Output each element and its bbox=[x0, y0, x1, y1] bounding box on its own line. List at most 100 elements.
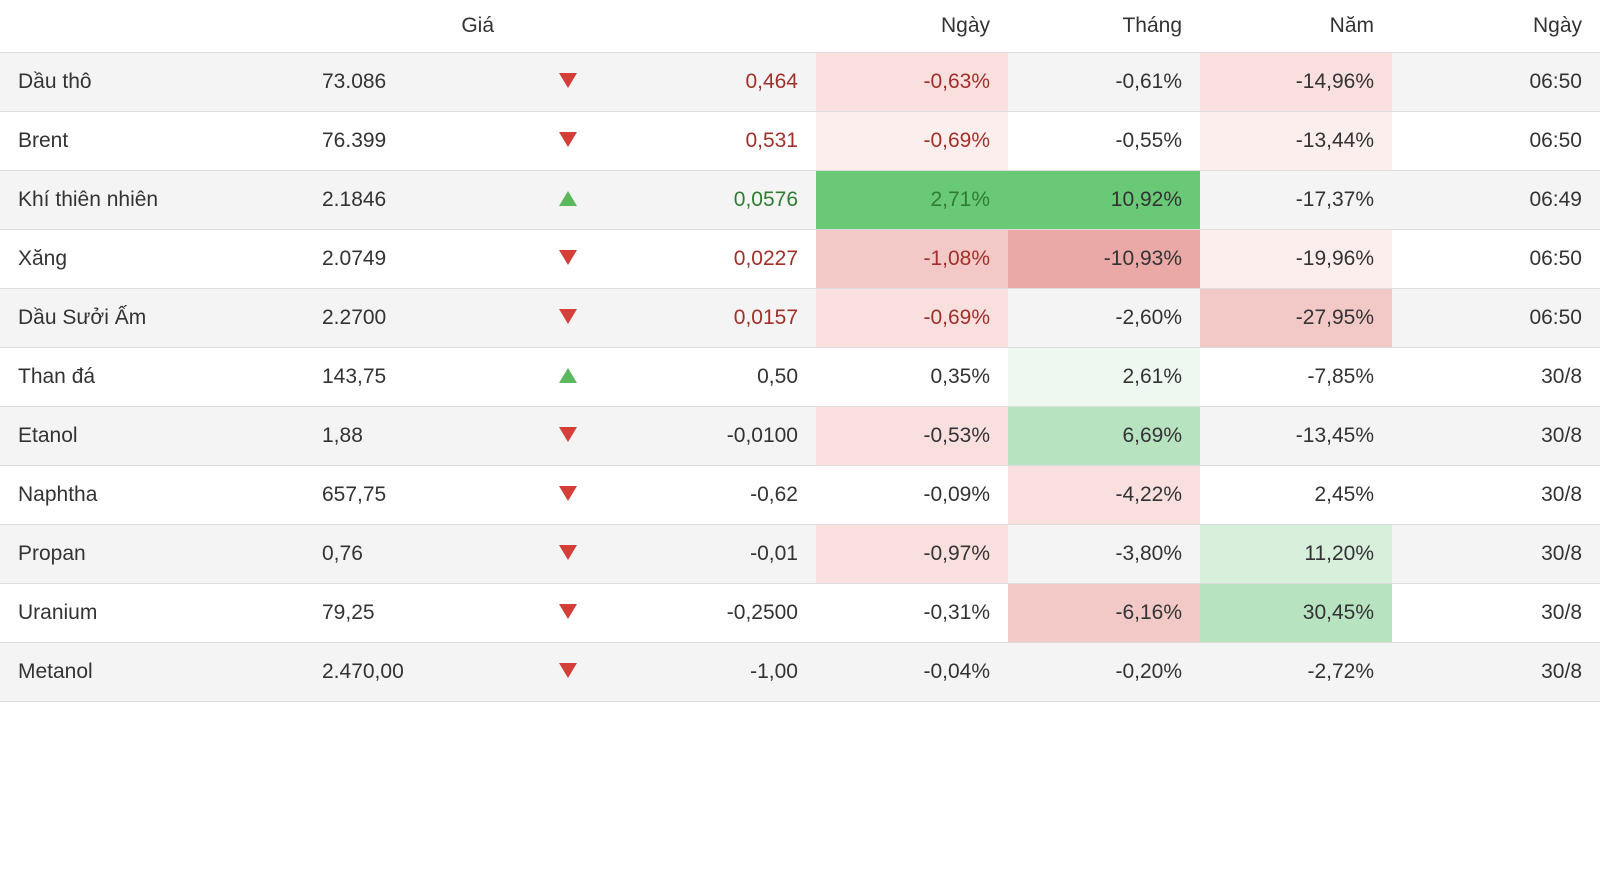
pct-month: 10,92% bbox=[1008, 171, 1200, 230]
pct-month: -0,55% bbox=[1008, 112, 1200, 171]
update-time: 30/8 bbox=[1392, 525, 1600, 584]
change-value: 0,0576 bbox=[624, 171, 816, 230]
change-value: 0,0227 bbox=[624, 230, 816, 289]
arrow-up-icon bbox=[512, 348, 624, 407]
change-value: 0,50 bbox=[624, 348, 816, 407]
pct-day: -0,69% bbox=[816, 112, 1008, 171]
pct-year: -19,96% bbox=[1200, 230, 1392, 289]
pct-day: -0,04% bbox=[816, 643, 1008, 702]
table-row[interactable]: Brent76.399 0,531-0,69%-0,55%-13,44%06:50 bbox=[0, 112, 1600, 171]
update-time: 06:50 bbox=[1392, 289, 1600, 348]
price-value: 2.1846 bbox=[304, 171, 512, 230]
change-value: 0,464 bbox=[624, 53, 816, 112]
arrow-down-icon bbox=[512, 289, 624, 348]
table-row[interactable]: Metanol2.470,00-1,00-0,04%-0,20%-2,72%30… bbox=[0, 643, 1600, 702]
change-value: 0,531 bbox=[624, 112, 816, 171]
change-value: -1,00 bbox=[624, 643, 816, 702]
price-value: 2.0749 bbox=[304, 230, 512, 289]
commodity-name[interactable]: Uranium bbox=[0, 584, 304, 643]
commodity-name[interactable]: Metanol bbox=[0, 643, 304, 702]
price-value: 76.399 bbox=[304, 112, 512, 171]
pct-year: -27,95% bbox=[1200, 289, 1392, 348]
update-time: 30/8 bbox=[1392, 348, 1600, 407]
pct-year: 2,45% bbox=[1200, 466, 1392, 525]
table-row[interactable]: Dầu Sưởi Ấm2.2700 0,0157-0,69%-2,60%-27,9… bbox=[0, 289, 1600, 348]
update-time: 06:50 bbox=[1392, 112, 1600, 171]
commodity-name[interactable]: Xăng bbox=[0, 230, 304, 289]
price-value: 143,75 bbox=[304, 348, 512, 407]
pct-day: -0,53% bbox=[816, 407, 1008, 466]
table-row[interactable]: Khí thiên nhiên2.1846 0,05762,71%10,92%-1… bbox=[0, 171, 1600, 230]
commodity-name[interactable]: Dầu Sưởi Ấm bbox=[0, 289, 304, 348]
change-value: -0,01 bbox=[624, 525, 816, 584]
price-value: 657,75 bbox=[304, 466, 512, 525]
change-value: 0,0157 bbox=[624, 289, 816, 348]
pct-day: -1,08% bbox=[816, 230, 1008, 289]
change-value: -0,2500 bbox=[624, 584, 816, 643]
pct-year: -13,45% bbox=[1200, 407, 1392, 466]
pct-month: -10,93% bbox=[1008, 230, 1200, 289]
update-time: 30/8 bbox=[1392, 584, 1600, 643]
pct-month: -4,22% bbox=[1008, 466, 1200, 525]
pct-year: 11,20% bbox=[1200, 525, 1392, 584]
update-time: 30/8 bbox=[1392, 407, 1600, 466]
pct-day: 2,71% bbox=[816, 171, 1008, 230]
pct-month: -3,80% bbox=[1008, 525, 1200, 584]
pct-day: -0,97% bbox=[816, 525, 1008, 584]
commodity-name[interactable]: Naphtha bbox=[0, 466, 304, 525]
table-row[interactable]: Dầu thô73.0860,464-0,63%-0,61%-14,96%06:… bbox=[0, 53, 1600, 112]
pct-month: -2,60% bbox=[1008, 289, 1200, 348]
price-value: 79,25 bbox=[304, 584, 512, 643]
commodity-name[interactable]: Brent bbox=[0, 112, 304, 171]
table-row[interactable]: Etanol1,88 -0,0100-0,53%6,69%-13,45%30/8 bbox=[0, 407, 1600, 466]
pct-month: -0,61% bbox=[1008, 53, 1200, 112]
table-row[interactable]: Xăng2.0749 0,0227-1,08%-10,93%-19,96%06:5… bbox=[0, 230, 1600, 289]
update-time: 06:49 bbox=[1392, 171, 1600, 230]
arrow-down-icon bbox=[512, 525, 624, 584]
pct-day: -0,63% bbox=[816, 53, 1008, 112]
pct-month: -6,16% bbox=[1008, 584, 1200, 643]
col-header-month[interactable]: Tháng bbox=[1008, 0, 1200, 53]
update-time: 06:50 bbox=[1392, 53, 1600, 112]
col-header-name bbox=[0, 0, 304, 53]
price-value: 2.470,00 bbox=[304, 643, 512, 702]
col-header-date[interactable]: Ngày bbox=[1392, 0, 1600, 53]
update-time: 30/8 bbox=[1392, 466, 1600, 525]
update-time: 06:50 bbox=[1392, 230, 1600, 289]
pct-year: -7,85% bbox=[1200, 348, 1392, 407]
commodity-price-table: Giá Ngày Tháng Năm Ngày Dầu thô73.0860,4… bbox=[0, 0, 1600, 702]
table-row[interactable]: Naphtha657,75 -0,62-0,09%-4,22%2,45%30/8 bbox=[0, 466, 1600, 525]
table-row[interactable]: Uranium79,25-0,2500-0,31%-6,16%30,45%30/… bbox=[0, 584, 1600, 643]
commodity-name[interactable]: Etanol bbox=[0, 407, 304, 466]
pct-year: -13,44% bbox=[1200, 112, 1392, 171]
arrow-down-icon bbox=[512, 643, 624, 702]
table-row[interactable]: Propan0,76-0,01-0,97%-3,80%11,20%30/8 bbox=[0, 525, 1600, 584]
price-value: 1,88 bbox=[304, 407, 512, 466]
change-value: -0,0100 bbox=[624, 407, 816, 466]
arrow-up-icon bbox=[512, 171, 624, 230]
pct-month: 6,69% bbox=[1008, 407, 1200, 466]
update-time: 30/8 bbox=[1392, 643, 1600, 702]
table-row[interactable]: Than đá143,750,500,35%2,61%-7,85%30/8 bbox=[0, 348, 1600, 407]
arrow-down-icon bbox=[512, 584, 624, 643]
arrow-down-icon bbox=[512, 466, 624, 525]
commodity-name[interactable]: Than đá bbox=[0, 348, 304, 407]
pct-day: -0,69% bbox=[816, 289, 1008, 348]
col-header-year[interactable]: Năm bbox=[1200, 0, 1392, 53]
pct-year: -14,96% bbox=[1200, 53, 1392, 112]
col-header-price[interactable]: Giá bbox=[304, 0, 512, 53]
price-value: 2.2700 bbox=[304, 289, 512, 348]
col-header-change bbox=[624, 0, 816, 53]
pct-year: 30,45% bbox=[1200, 584, 1392, 643]
pct-day: -0,09% bbox=[816, 466, 1008, 525]
commodity-name[interactable]: Propan bbox=[0, 525, 304, 584]
col-header-day[interactable]: Ngày bbox=[816, 0, 1008, 53]
commodity-name[interactable]: Dầu thô bbox=[0, 53, 304, 112]
commodity-name[interactable]: Khí thiên nhiên bbox=[0, 171, 304, 230]
arrow-down-icon bbox=[512, 53, 624, 112]
pct-day: 0,35% bbox=[816, 348, 1008, 407]
pct-year: -17,37% bbox=[1200, 171, 1392, 230]
change-value: -0,62 bbox=[624, 466, 816, 525]
arrow-down-icon bbox=[512, 407, 624, 466]
pct-month: -0,20% bbox=[1008, 643, 1200, 702]
